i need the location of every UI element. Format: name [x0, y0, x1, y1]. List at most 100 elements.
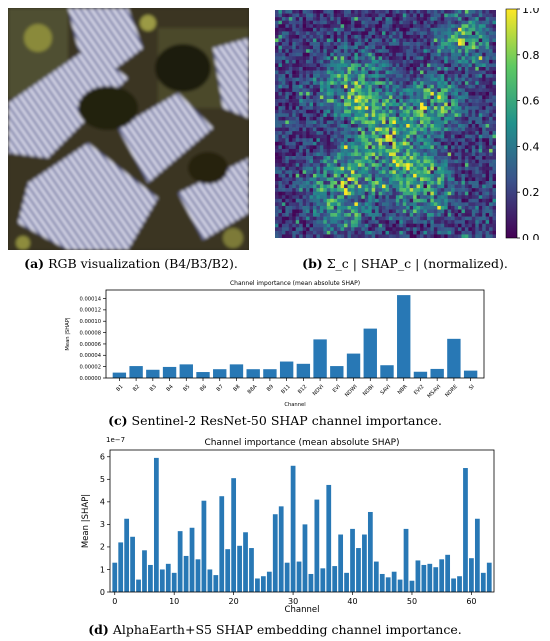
- heatmap-cell: [361, 38, 366, 43]
- heatmap-cell: [461, 77, 466, 82]
- heatmap-cell: [395, 113, 400, 118]
- heatmap-cell: [350, 220, 355, 225]
- heatmap-cell: [285, 42, 290, 46]
- heatmap-cell: [326, 120, 331, 125]
- x-tick-label: 50: [407, 597, 417, 606]
- heatmap-cell: [312, 106, 317, 111]
- heatmap-cell: [471, 230, 476, 235]
- heatmap-cell: [489, 109, 493, 114]
- heatmap-cell: [278, 156, 283, 160]
- heatmap-cell: [420, 234, 424, 238]
- heatmap-cell: [423, 38, 428, 43]
- x-tick-label: 0: [112, 597, 117, 606]
- heatmap-cell: [364, 49, 369, 54]
- heatmap-cell: [316, 152, 321, 157]
- heatmap-cell: [354, 202, 359, 207]
- heatmap-cell: [489, 152, 493, 157]
- heatmap-cell: [275, 59, 279, 64]
- heatmap-cell: [413, 63, 417, 68]
- heatmap-cell: [361, 91, 366, 96]
- heatmap-cell: [471, 70, 476, 75]
- heatmap-cell: [392, 134, 397, 139]
- heatmap-cell: [281, 166, 286, 171]
- heatmap-cell: [382, 134, 386, 139]
- heatmap-cell: [361, 152, 366, 157]
- heatmap-cell: [288, 188, 293, 192]
- heatmap-cell: [312, 84, 317, 89]
- heatmap-cell: [344, 198, 348, 203]
- heatmap-cell: [275, 10, 279, 14]
- heatmap-cell: [306, 27, 310, 32]
- heatmap-cell: [433, 202, 438, 207]
- heatmap-cell: [478, 141, 483, 146]
- heatmap-cell: [344, 88, 348, 93]
- heatmap-cell: [388, 91, 393, 96]
- heatmap-cell: [444, 166, 448, 171]
- heatmap-cell: [350, 63, 355, 68]
- heatmap-cell: [458, 216, 462, 221]
- heatmap-cell: [285, 34, 290, 39]
- heatmap-cell: [388, 102, 393, 107]
- heatmap-cell: [302, 116, 307, 121]
- heatmap-cell: [416, 220, 421, 225]
- heatmap-cell: [323, 198, 328, 203]
- heatmap-cell: [326, 163, 331, 168]
- heatmap-cell: [337, 84, 341, 89]
- heatmap-cell: [347, 34, 352, 39]
- heatmap-cell: [458, 13, 462, 18]
- heatmap-cell: [451, 191, 455, 196]
- bar: [146, 369, 160, 378]
- heatmap-cell: [392, 95, 397, 100]
- heatmap-cell: [454, 195, 459, 200]
- heatmap-cell: [485, 227, 490, 232]
- heatmap-cell: [292, 24, 297, 29]
- heatmap-cell: [350, 124, 355, 128]
- heatmap-cell: [478, 223, 483, 228]
- heatmap-cell: [461, 34, 466, 39]
- heatmap-cell: [309, 191, 314, 196]
- heatmap-cell: [330, 59, 334, 64]
- heatmap-cell: [402, 220, 407, 225]
- heatmap-cell: [454, 202, 459, 207]
- heatmap-cell: [482, 152, 486, 157]
- heatmap-cell: [350, 102, 355, 107]
- heatmap-cell: [350, 195, 355, 200]
- heatmap-cell: [302, 10, 307, 14]
- heatmap-cell: [454, 27, 459, 32]
- heatmap-cell: [357, 134, 362, 139]
- heatmap-cell: [275, 42, 279, 46]
- heatmap-cell: [347, 116, 352, 121]
- heatmap-cell: [437, 170, 442, 175]
- heatmap-cell: [478, 99, 483, 103]
- heatmap-cell: [485, 188, 490, 192]
- heatmap-cell: [278, 106, 283, 111]
- heatmap-cell: [292, 88, 297, 93]
- heatmap-cell: [402, 198, 407, 203]
- heatmap-cell: [426, 220, 431, 225]
- heatmap-cell: [388, 56, 393, 61]
- heatmap-cell: [299, 70, 303, 75]
- heatmap-cell: [413, 152, 417, 157]
- heatmap-cell: [475, 77, 480, 82]
- heatmap-cell: [350, 109, 355, 114]
- heatmap-cell: [447, 116, 452, 121]
- heatmap-cell: [378, 131, 383, 135]
- heatmap-cell: [485, 10, 490, 14]
- heatmap-cell: [461, 49, 466, 54]
- heatmap-cell: [382, 91, 386, 96]
- heatmap-cell: [354, 49, 359, 54]
- heatmap-cell: [492, 38, 496, 43]
- heatmap-cell: [285, 138, 290, 143]
- heatmap-cell: [316, 230, 321, 235]
- heatmap-cell: [371, 20, 376, 25]
- heatmap-cell: [385, 27, 390, 32]
- heatmap-cell: [475, 70, 480, 75]
- heatmap-cell: [368, 148, 372, 153]
- heatmap-cell: [471, 220, 476, 225]
- heatmap-cell: [340, 230, 345, 235]
- heatmap-cell: [275, 134, 279, 139]
- heatmap-cell: [333, 127, 338, 132]
- heatmap-cell: [278, 145, 283, 150]
- heatmap-cell: [433, 177, 438, 182]
- heatmap-cell: [278, 234, 283, 238]
